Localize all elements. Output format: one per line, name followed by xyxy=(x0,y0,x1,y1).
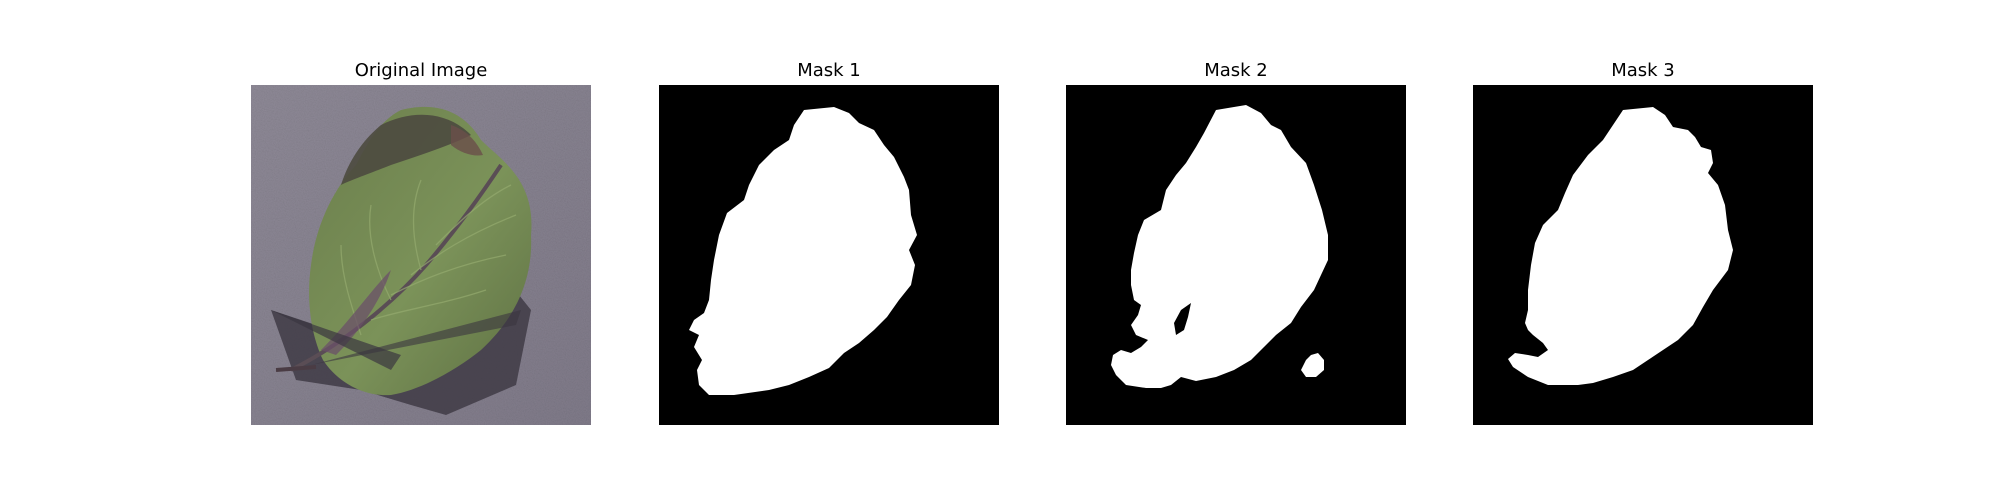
mask-2-title: Mask 2 xyxy=(1204,60,1268,81)
original-leaf-photo xyxy=(251,85,591,425)
mask-3-foreground xyxy=(1508,107,1733,385)
mask-3-title: Mask 3 xyxy=(1611,60,1675,81)
mask-1-image xyxy=(659,85,999,425)
mask-2-foreground-blob xyxy=(1301,353,1324,377)
mask-1-foreground xyxy=(689,107,917,395)
mask-3-image xyxy=(1473,85,1813,425)
leaf-diseased-area xyxy=(341,114,471,185)
leaf-brown-patch xyxy=(451,125,483,156)
mask-2-foreground xyxy=(1111,105,1328,388)
original-image-title: Original Image xyxy=(354,60,488,81)
mask-1-title: Mask 1 xyxy=(797,60,861,81)
leaf-stem xyxy=(275,365,317,372)
shadow-streak-2 xyxy=(311,310,521,365)
leaf-veins xyxy=(340,179,517,336)
mask-2-image xyxy=(1066,85,1406,425)
shadow-streak-1 xyxy=(271,310,401,370)
